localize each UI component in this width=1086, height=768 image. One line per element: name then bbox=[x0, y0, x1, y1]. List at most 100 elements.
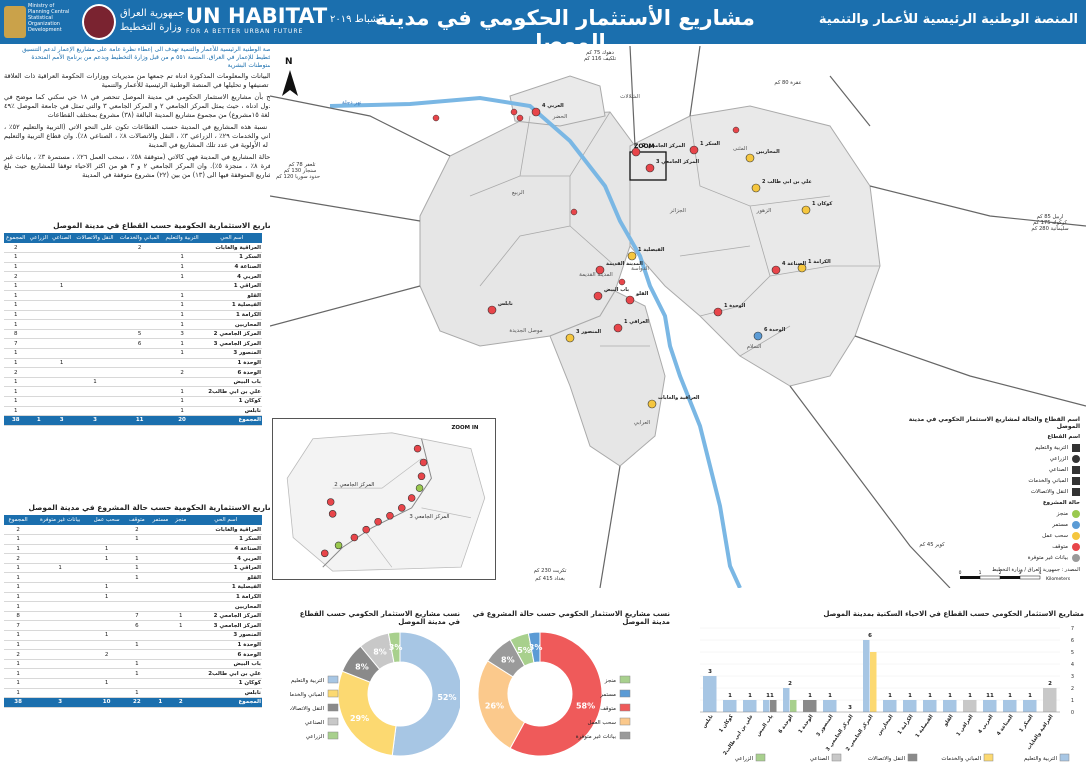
table-cell bbox=[27, 396, 50, 407]
table-header: المجموع bbox=[4, 233, 28, 243]
project-label: العراقي 1 bbox=[624, 319, 649, 325]
table-cell: 1 bbox=[162, 406, 202, 417]
gov-name: جمهورية العراق bbox=[120, 8, 185, 19]
table-cell: الفيصلية 1 bbox=[201, 300, 262, 311]
table-cell: 1 bbox=[4, 688, 33, 699]
bar-value-label: 1 bbox=[1028, 693, 1032, 699]
project-marker bbox=[407, 494, 416, 502]
bar bbox=[863, 640, 870, 712]
table-cell: 1 bbox=[125, 553, 149, 564]
table-cell bbox=[162, 243, 202, 254]
project-marker bbox=[320, 549, 329, 558]
ministry-name: وزارة التخطيط bbox=[120, 22, 182, 33]
table-cell bbox=[27, 377, 50, 388]
scale-tick: 0 bbox=[959, 570, 962, 576]
district-lines bbox=[469, 111, 880, 357]
paragraph: ان البيانات والمعلومات المذكورة ادناه تم… bbox=[4, 72, 280, 89]
table-cell bbox=[116, 290, 163, 302]
project-marker bbox=[732, 126, 740, 134]
donut-value-label: 3% bbox=[529, 643, 543, 652]
table-cell bbox=[27, 262, 50, 273]
table-cell bbox=[73, 252, 117, 263]
table-cell bbox=[172, 688, 190, 699]
table-cell: الصناعة 4 bbox=[189, 544, 262, 555]
table-cell bbox=[32, 601, 89, 612]
status-unknown-icon bbox=[1072, 553, 1080, 562]
bar bbox=[703, 676, 717, 712]
project-label: العراقية والغابات bbox=[658, 395, 700, 401]
table-cell bbox=[49, 338, 74, 350]
legend-label: المباني والخدمات bbox=[290, 692, 324, 698]
district-label: الشلالات bbox=[620, 94, 640, 100]
district-label: الربيع bbox=[512, 190, 525, 196]
x-tick-label: الفيصلية 1 bbox=[915, 713, 935, 738]
zoom-label: ZOOM bbox=[634, 143, 655, 150]
table-cell: 1 bbox=[4, 319, 28, 330]
legend-swatch bbox=[619, 717, 631, 726]
project-label: المدينة القديمة bbox=[606, 261, 643, 267]
y-tick-label: 0 bbox=[1071, 710, 1074, 716]
table-cell bbox=[116, 252, 163, 263]
legend-sector-title: اسم القطاع bbox=[1047, 434, 1080, 440]
zoom-inset-map: ZOOM IN المركز الجامعي 2 المركز الجامعي … bbox=[272, 418, 496, 580]
table-cell bbox=[116, 386, 163, 397]
table-header: التربية والتعليم bbox=[162, 233, 202, 243]
table-cell: 1 bbox=[125, 640, 149, 651]
table-cell: السكر 1 bbox=[189, 534, 262, 545]
donut-value-label: 8% bbox=[355, 662, 369, 671]
table-cell bbox=[49, 290, 74, 302]
legend-label: النقل والاتصالات bbox=[290, 706, 324, 712]
table-cell: 1 bbox=[4, 252, 28, 263]
table-cell bbox=[172, 678, 190, 689]
y-tick-label: 7 bbox=[1071, 626, 1074, 632]
table-cell bbox=[88, 659, 126, 670]
table-cell bbox=[148, 611, 173, 622]
legend-swatch bbox=[619, 675, 631, 684]
project-marker bbox=[398, 504, 406, 512]
table-header: بيانات غير متوفرة bbox=[32, 515, 89, 525]
table-cell bbox=[172, 659, 190, 670]
table-cell bbox=[32, 640, 89, 651]
ministry-logo-icon bbox=[82, 4, 116, 40]
bar bbox=[770, 700, 777, 712]
project-marker bbox=[753, 331, 763, 341]
table-header: سحب عمل bbox=[88, 515, 126, 525]
table-header: متوقف bbox=[125, 515, 149, 525]
table-row: القلو 1 1 bbox=[4, 290, 262, 302]
legend-status-item: مستمر bbox=[900, 519, 1080, 530]
project-marker bbox=[326, 498, 335, 506]
legend-label: بيانات غير متوفرة bbox=[576, 734, 617, 740]
table-cell: 1 bbox=[172, 620, 190, 632]
table-cell bbox=[148, 525, 173, 536]
status-done-icon bbox=[1072, 509, 1080, 518]
table-cell bbox=[49, 367, 74, 378]
project-marker bbox=[595, 265, 605, 275]
table-cell: 1 bbox=[4, 659, 33, 670]
table-row: كوكان 1 1 1 bbox=[4, 678, 262, 689]
district-label: المثنى bbox=[733, 146, 748, 152]
project-label: نابلس bbox=[498, 301, 513, 307]
scale-bar: 0 1 2 3 4 Kilometers bbox=[959, 570, 1071, 582]
school-icon bbox=[1072, 443, 1080, 452]
project-marker bbox=[801, 205, 811, 215]
table-cell bbox=[162, 358, 202, 369]
project-marker bbox=[516, 114, 524, 122]
chart-title: مشاريع الاستثمار الحكومي حسب القطاع في ا… bbox=[823, 610, 1084, 618]
project-marker bbox=[362, 525, 370, 534]
table-cell bbox=[88, 688, 126, 699]
bar-value-label: 2 bbox=[1048, 681, 1052, 687]
project-marker bbox=[570, 208, 578, 216]
table-cell bbox=[162, 377, 202, 388]
table-cell bbox=[172, 640, 190, 651]
table-cell: المنصور 3 bbox=[201, 348, 262, 359]
iraq-seal-icon bbox=[4, 6, 26, 38]
table2-title: مشاريع الاستثمارية الحكومية حسب حالة الم… bbox=[28, 503, 280, 512]
bar-value-label: 1 bbox=[908, 693, 912, 699]
